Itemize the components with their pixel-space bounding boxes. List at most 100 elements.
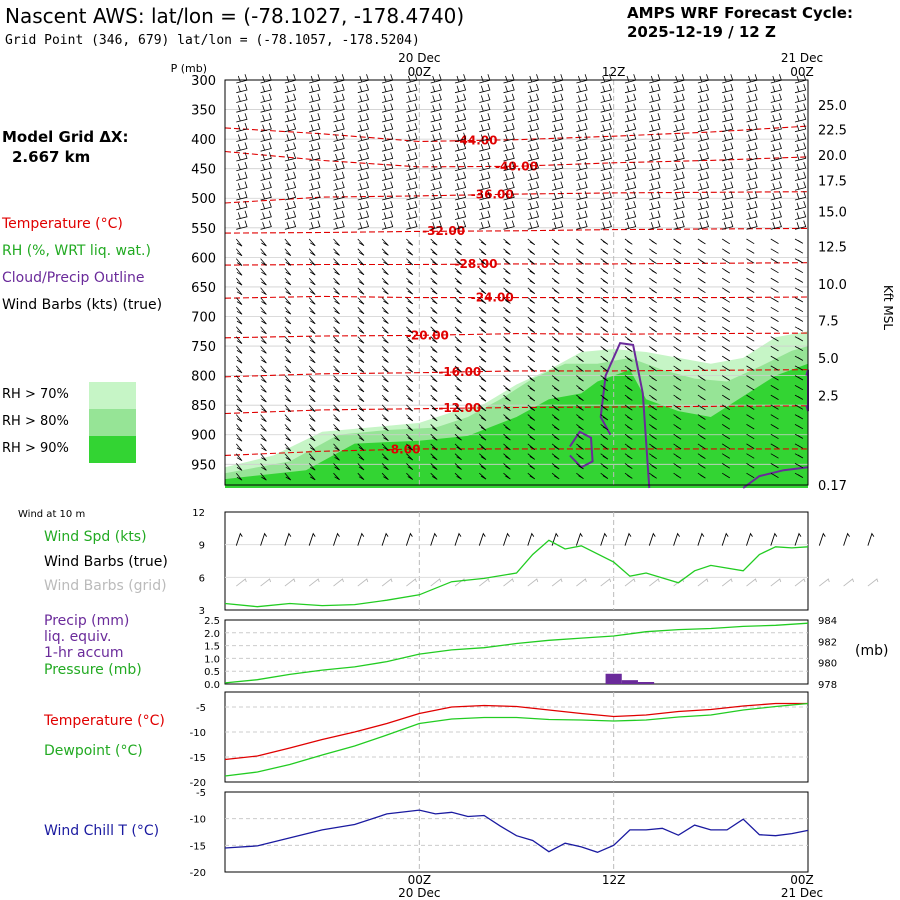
wind-barb [309,152,321,162]
wind-barb [503,394,511,402]
wind-barb-grid [454,578,466,587]
wind-barb [479,463,487,470]
wind-barb [697,113,710,123]
wind-barb [236,113,248,123]
wind-barb [333,248,340,256]
wind-barb [721,463,731,469]
wind-barb [794,152,807,162]
wind-barb [260,365,267,374]
wind-barb [235,336,243,344]
wind-barb-grid [551,578,563,587]
wind-barb [721,443,731,450]
wind-barb [357,132,370,142]
wind-barb [503,277,511,285]
legend-dewpoint: Dewpoint (°C) [44,743,143,759]
wind-barb [308,277,316,286]
wind-barb-true [721,532,729,546]
wind-barb-grid [697,578,709,587]
wind-barb [430,463,438,470]
wind-barb [406,287,414,295]
wind-barb [260,297,267,305]
wind-barb [527,181,540,191]
wind-barb [454,404,462,412]
temperature-contour-label: -24.00 [471,291,514,305]
wind-barb [600,248,609,255]
wind-barb [697,365,706,372]
wind-barb [746,316,755,323]
wind-barb [673,267,682,274]
wind-barb [697,152,710,162]
wind-barb [454,463,462,470]
wind-barb [649,336,657,343]
bottom-date-20: 20 Dec [398,886,440,900]
wind-barb [552,152,564,162]
wind-barb [552,113,564,123]
wind-barb [794,326,804,332]
wind-barb [697,375,706,381]
wind-barb-true [454,532,462,546]
wind-barb [770,355,779,361]
wind-barb [624,463,633,470]
wind-barb-true [235,532,243,546]
wind-barb [697,181,710,191]
wind-barb [746,258,755,264]
wind-barb [381,424,389,432]
wind-barb [697,443,706,450]
wind-barb [600,365,609,372]
wind-barb [673,424,682,430]
wind-barb [697,200,710,211]
temperature-contour [224,332,809,339]
wind-10m-label: Wind at 10 m [18,509,86,520]
y-tick-label: 0.5 [204,667,220,678]
wind-barb [284,307,292,315]
wind-barb [503,181,515,191]
wind-barb [309,220,321,230]
wind-barb [503,463,511,470]
wind-barb [770,326,779,332]
wind-barb [503,443,511,451]
wind-barb [576,277,584,284]
wind-barb [746,443,755,449]
wind-barb [551,277,560,285]
wind-barb [527,346,536,353]
wind-barb [673,181,685,191]
wind-barb [284,142,297,152]
wind-barb [794,472,804,478]
wind-barb [624,424,633,431]
rh80-swatch [89,409,136,436]
wind-barb [284,385,292,393]
y-tick-label: -15 [190,841,206,852]
wind-barb [624,346,633,352]
wind-barb [503,142,515,152]
wind-barb [381,433,389,441]
wind-barb [649,424,657,430]
wind-barb [673,152,685,162]
wind-barb [260,394,267,403]
wind-barb [600,83,612,94]
wind-barb [770,103,782,113]
wind-barb [381,346,389,354]
y-tick-label: -10 [190,815,206,826]
wind-barb [284,152,297,162]
height-tick-label: 7.5 [818,315,839,330]
wind-barb [721,306,731,313]
wind-barb [503,287,511,295]
y-tick-label: -15 [190,753,206,764]
wind-barb [382,220,394,230]
wind-barb [600,394,609,401]
wind-barb [430,122,442,133]
wind-barb [673,443,682,450]
wind-barb [430,355,438,363]
wind-barb [746,152,758,162]
wind-barb [770,191,782,201]
wind-barb [454,443,462,451]
wind-barb [260,268,267,276]
wind-barb [260,433,267,442]
wind-barb [527,385,536,392]
y-tick-label: -20 [190,778,206,789]
wind-barb [649,277,657,284]
wind-barb-true [600,532,608,546]
wind-barb-grid [576,578,587,587]
wind-barb [721,394,731,401]
wind-barb [260,316,267,325]
